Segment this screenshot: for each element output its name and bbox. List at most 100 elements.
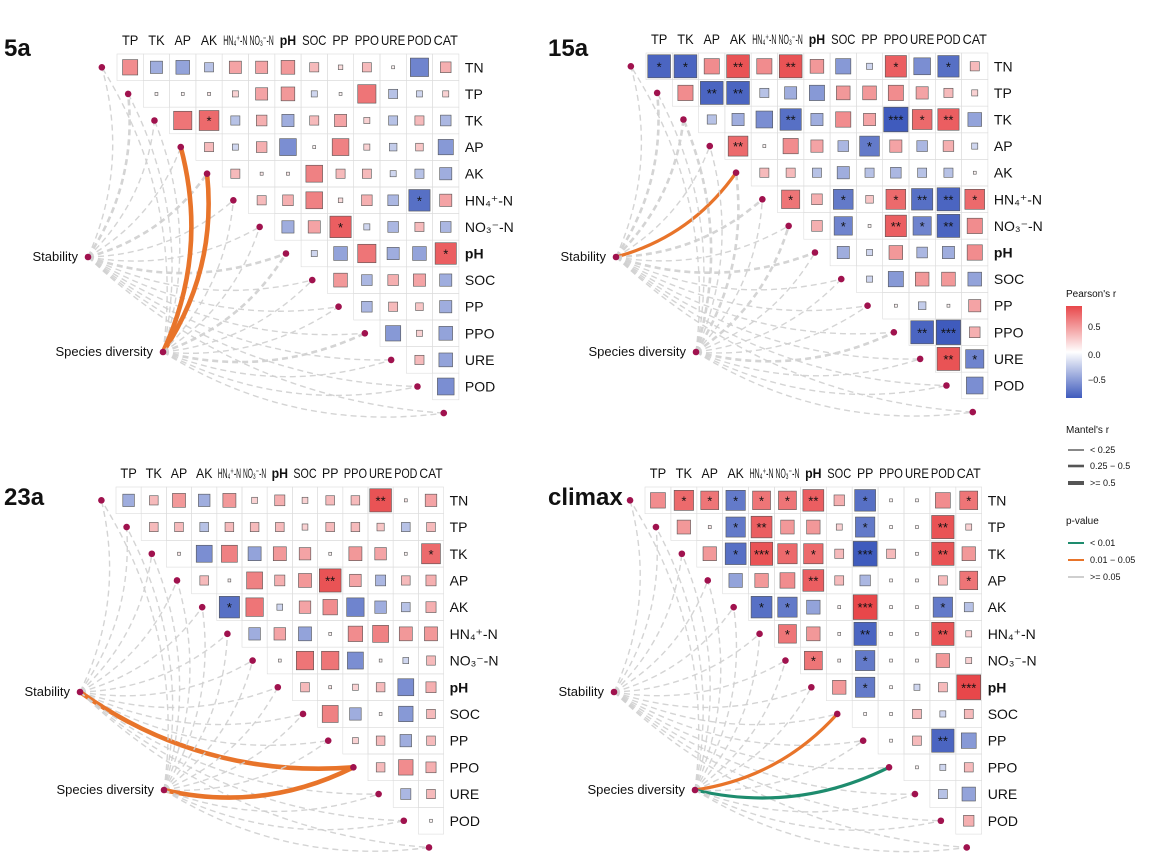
row-label: URE bbox=[450, 786, 480, 802]
col-label: PPO bbox=[355, 32, 379, 48]
variable-node bbox=[274, 683, 282, 691]
mantel-edge bbox=[695, 145, 723, 353]
mantel-edge bbox=[613, 606, 735, 693]
corr-cell bbox=[888, 245, 903, 260]
corr-cell bbox=[915, 551, 919, 556]
variable-node bbox=[387, 356, 395, 364]
corr-cell bbox=[864, 167, 875, 178]
corr-cell bbox=[398, 759, 414, 776]
corr-cell bbox=[439, 273, 453, 287]
mantel-edge bbox=[163, 580, 191, 791]
row-label: PP bbox=[988, 733, 1007, 749]
corr-cell bbox=[298, 600, 312, 614]
corr-cell bbox=[915, 658, 919, 663]
pearson-tick: −0.5 bbox=[1088, 375, 1106, 385]
corr-cell bbox=[204, 62, 214, 73]
panel-2: 23a ******TP TK AP AK HN₄⁺-N NO₃⁻-N pH SOC PP PPO U… bbox=[4, 465, 498, 852]
corr-cell bbox=[335, 168, 346, 179]
mantel-edge bbox=[695, 278, 842, 353]
signif-mark: *** bbox=[754, 547, 769, 562]
corr-cell bbox=[280, 86, 296, 102]
corr-cell bbox=[387, 221, 399, 233]
row-label: AK bbox=[450, 599, 469, 615]
signif-mark: ** bbox=[943, 192, 953, 207]
variable-node bbox=[785, 222, 792, 230]
corr-cell bbox=[410, 57, 429, 77]
corr-cell bbox=[338, 92, 343, 96]
mantel-label: 0.25 − 0.5 bbox=[1090, 461, 1130, 471]
corr-cell bbox=[256, 195, 267, 206]
corr-cell bbox=[347, 651, 364, 670]
corr-cell bbox=[218, 596, 240, 619]
row-label: pH bbox=[994, 245, 1013, 261]
corr-cell bbox=[363, 117, 371, 124]
row-label: AK bbox=[988, 599, 1007, 615]
endpoint-label: Species diversity bbox=[588, 344, 686, 359]
mantel-edge bbox=[87, 256, 313, 292]
row-label: NO₃⁻-N bbox=[465, 219, 514, 235]
corr-cell bbox=[310, 90, 318, 98]
corr-cell bbox=[413, 273, 426, 287]
mantel-edge bbox=[86, 93, 131, 258]
mantel-edge bbox=[79, 659, 253, 697]
grid-cell bbox=[418, 807, 444, 835]
corr-cell bbox=[150, 60, 163, 74]
corr-cell bbox=[777, 596, 798, 618]
signif-mark: * bbox=[681, 493, 686, 508]
mantel-edge bbox=[695, 225, 790, 354]
corr-cell bbox=[915, 86, 929, 100]
corr-cell bbox=[227, 578, 232, 583]
mantel-edge bbox=[79, 500, 111, 693]
row-label: HN₄⁺-N bbox=[988, 626, 1036, 642]
signif-mark: ** bbox=[938, 547, 948, 562]
corr-cell bbox=[959, 490, 979, 510]
row-label: POD bbox=[994, 378, 1024, 394]
col-label: TP bbox=[650, 465, 666, 481]
col-label: HN₄⁺-N bbox=[750, 465, 774, 481]
mantel-edge bbox=[613, 691, 890, 770]
corr-cell bbox=[932, 596, 953, 618]
row-label: TN bbox=[994, 58, 1013, 74]
corr-cell bbox=[885, 189, 907, 210]
variable-node bbox=[282, 250, 290, 257]
signif-mark: ** bbox=[938, 734, 948, 749]
corr-cell bbox=[387, 194, 399, 206]
corr-cell bbox=[310, 250, 318, 257]
variable-node bbox=[198, 603, 206, 611]
corr-cell bbox=[426, 735, 436, 746]
mantel-edge bbox=[695, 351, 947, 396]
signif-mark: * bbox=[733, 493, 738, 508]
signif-mark: * bbox=[966, 493, 971, 508]
signif-mark: * bbox=[759, 600, 764, 615]
corr-cell bbox=[961, 786, 976, 802]
corr-cell bbox=[963, 762, 974, 773]
mantel-edge bbox=[125, 526, 174, 791]
mantel-edge bbox=[87, 146, 182, 258]
corr-cell bbox=[298, 547, 312, 561]
corr-cell bbox=[363, 143, 371, 151]
corr-cell bbox=[298, 626, 312, 642]
variable-node bbox=[916, 355, 924, 363]
corr-cell bbox=[707, 525, 712, 529]
corr-cell bbox=[778, 490, 797, 510]
corr-cell bbox=[331, 138, 350, 156]
col-label: TP bbox=[120, 465, 136, 481]
corr-cell bbox=[305, 191, 323, 210]
corr-cell bbox=[399, 734, 412, 748]
corr-cell bbox=[361, 274, 373, 286]
corr-cell bbox=[915, 765, 919, 770]
mantel-edge bbox=[613, 553, 683, 693]
corr-cell bbox=[750, 596, 773, 619]
corr-cell bbox=[333, 246, 348, 261]
corr-cell bbox=[673, 54, 698, 79]
corr-cell bbox=[426, 655, 436, 666]
mantel-edge bbox=[163, 765, 355, 800]
variable-node bbox=[808, 683, 815, 691]
corr-cell bbox=[376, 522, 385, 532]
corr-cell bbox=[650, 492, 666, 509]
corr-cell bbox=[912, 709, 922, 719]
corr-cell bbox=[279, 138, 297, 156]
corr-cell bbox=[700, 490, 720, 510]
corr-cell bbox=[937, 55, 960, 78]
corr-cell bbox=[935, 653, 950, 668]
